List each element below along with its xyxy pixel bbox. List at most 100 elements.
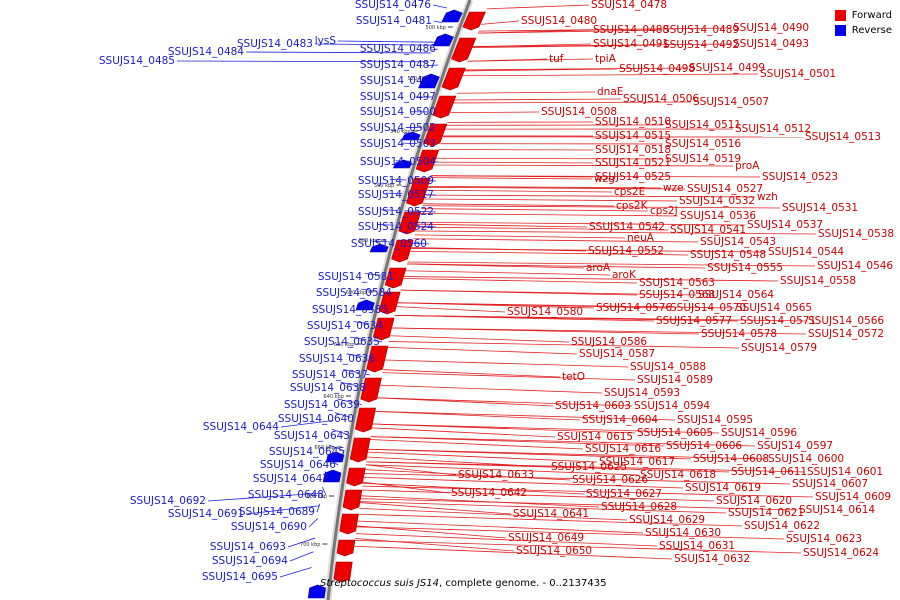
forward-gene-label: SSUJS14_0523 [762, 171, 838, 183]
forward-connector [388, 341, 740, 349]
reverse-connector [431, 48, 439, 51]
label-connector-lines [176, 4, 817, 578]
forward-connector [358, 513, 743, 527]
forward-gene-label: SSUJS14_0605 [637, 427, 713, 439]
reverse-gene-label: SSUJS14_0637 [292, 369, 368, 381]
caption-range: , complete genome. - 0..2137435 [439, 578, 607, 589]
scale-tick-label: 500 kbp [426, 25, 446, 31]
reverse-gene-label: SSUJS14_0644 [203, 421, 279, 433]
reverse-gene-label: SSUJS14_0636 [299, 353, 375, 365]
forward-connector [397, 302, 735, 309]
forward-gene-label: SSUJS14_0571 [740, 315, 816, 327]
scale-tick-label: 600 kbp [346, 290, 366, 296]
forward-gene-label: SSUJS14_0588 [630, 361, 706, 373]
strand-legend: Forward Reverse [834, 8, 892, 38]
forward-connector [356, 526, 785, 540]
forward-feature [415, 149, 440, 173]
forward-connector [385, 359, 629, 368]
forward-connector [364, 473, 791, 485]
forward-connector [357, 520, 644, 534]
reverse-gene-label: SSUJS14_0585 [312, 304, 388, 316]
forward-connector [400, 289, 697, 296]
forward-gene-label: SSUJS14_0578 [701, 328, 777, 340]
forward-connector [478, 27, 732, 32]
reverse-gene-label: SSUJS14_0483 [237, 38, 313, 50]
forward-feature [432, 95, 457, 119]
forward-gene-label: SSUJS14_0542 [589, 221, 665, 233]
forward-feature [391, 239, 414, 263]
legend-forward-label: Forward [851, 10, 892, 21]
forward-connector [423, 203, 615, 207]
reverse-connector [433, 20, 442, 23]
forward-connector [430, 177, 593, 180]
forward-gene-label: SSUJS14_0572 [808, 328, 884, 340]
forward-gene-label: SSUJS14_0614 [799, 504, 875, 516]
forward-gene-label: SSUJS14_0546 [817, 260, 893, 272]
forward-gene-label: SSUJS14_0566 [808, 315, 884, 327]
forward-gene-label: SSUJS14_0521 [595, 157, 671, 169]
forward-gene-label: SSUJS14_0506 [623, 93, 699, 105]
forward-feature [384, 267, 407, 289]
reverse-gene-label: SSUJS14_0584 [316, 287, 392, 299]
forward-connector [436, 157, 664, 160]
forward-connector [417, 223, 588, 228]
forward-gene-label: SSUJS14_0641 [513, 508, 589, 520]
scale-tick-label: 520 kbp [408, 76, 428, 82]
forward-connector [415, 230, 817, 235]
forward-gene-label: SSUJS14_0570 [670, 302, 746, 314]
forward-gene-label: SSUJS14_0508 [541, 106, 617, 118]
reverse-gene-label: SSUJS14_0690 [231, 521, 307, 533]
reverse-gene-label: SSUJS14_0648 [248, 489, 324, 501]
reverse-connector [308, 518, 319, 528]
reverse-gene-label: SSUJS14_0481 [356, 15, 432, 27]
forward-connector [410, 250, 689, 256]
forward-connector [413, 238, 699, 243]
forward-connector [372, 427, 556, 438]
forward-connector [454, 98, 622, 101]
forward-gene-label: wzh [757, 191, 778, 203]
forward-swatch [834, 10, 846, 21]
forward-gene-label: SSUJS14_0601 [807, 466, 883, 478]
forward-connector [467, 58, 594, 62]
forward-gene-label: SSUJS14_0593 [604, 387, 680, 399]
map-caption: Streptococcus suis JS14, complete genome… [320, 578, 607, 589]
forward-gene-label: cps2E [614, 186, 645, 198]
forward-gene-label: SSUJS14_0608 [693, 453, 769, 465]
forward-gene-label: SSUJS14_0510 [595, 116, 671, 128]
reverse-swatch [834, 25, 846, 36]
reverse-connector [287, 537, 316, 548]
forward-connector [379, 384, 603, 394]
forward-connector [370, 436, 756, 447]
forward-connector [407, 263, 585, 269]
forward-gene-label: SSUJS14_0611 [731, 466, 807, 478]
forward-gene-label: SSUJS14_0493 [733, 38, 809, 50]
forward-gene-label: SSUJS14_0537 [747, 219, 823, 231]
reverse-feature [355, 299, 375, 311]
forward-connector [365, 469, 571, 481]
forward-gene-label: SSUJS14_0620 [716, 495, 792, 507]
forward-gene-label: SSUJS14_0516 [665, 138, 741, 150]
forward-feature [378, 291, 401, 315]
forward-gene-label: SSUJS14_0616 [585, 443, 661, 455]
forward-connector [450, 111, 540, 114]
forward-gene-label: SSUJS14_0627 [586, 488, 662, 500]
reverse-gene-label: SSUJS14_0485 [99, 55, 175, 67]
forward-gene-label: SSUJS14_0491 [593, 38, 669, 50]
forward-connector [360, 498, 798, 511]
forward-connector [356, 525, 507, 539]
forward-connector [480, 20, 520, 25]
forward-gene-label: SSUJS14_0577 [656, 315, 732, 327]
reverse-connector [316, 503, 321, 513]
forward-gene-label: SSUJS14_0478 [591, 0, 667, 11]
forward-connector [375, 411, 581, 421]
forward-connector [396, 306, 506, 313]
reverse-gene-label: SSUJS14_0509 [358, 175, 434, 187]
reverse-gene-label: SSUJS14_0635 [304, 336, 380, 348]
reverse-gene-label: SSUJS14_0638 [290, 382, 366, 394]
forward-gene-label: SSUJS14_0595 [677, 414, 753, 426]
reverse-connector [245, 505, 320, 515]
reverse-gene-label: SSUJS14_0647 [253, 473, 329, 485]
forward-gene-label: SSUJS14_0498 [619, 63, 695, 75]
forward-feature [423, 123, 448, 147]
reverse-connector [381, 209, 437, 213]
